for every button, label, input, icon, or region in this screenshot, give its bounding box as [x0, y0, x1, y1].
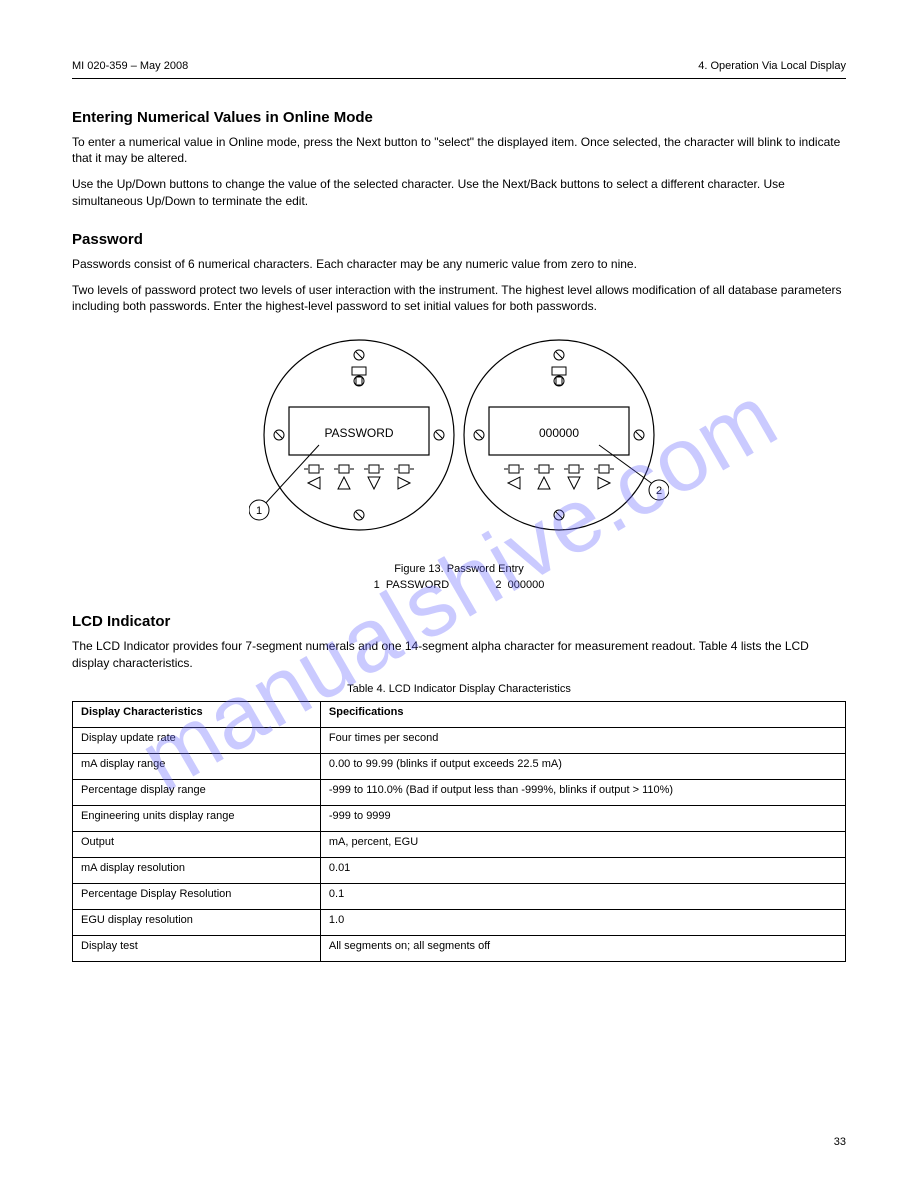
table-cell: mA display resolution [73, 857, 321, 883]
table-row: mA display range0.00 to 99.99 (blinks if… [73, 753, 846, 779]
table-cell: 0.00 to 99.99 (blinks if output exceeds … [320, 753, 845, 779]
table-cell: 1.0 [320, 909, 845, 935]
callout-1-num: 1 [374, 579, 380, 591]
footer-right: 33 [834, 1136, 846, 1148]
table-row: Display testAll segments on; all segment… [73, 935, 846, 961]
table-header-row: Display Characteristics Specifications [73, 701, 846, 727]
table-cell: 0.1 [320, 883, 845, 909]
figure-callouts: 1 PASSWORD 2 000000 [72, 579, 846, 591]
lcd-text-left: PASSWORD [324, 426, 393, 440]
table-row: EGU display resolution1.0 [73, 909, 846, 935]
table-row: Display update rateFour times per second [73, 727, 846, 753]
callout-2-text: 000000 [508, 579, 545, 591]
table-cell: Percentage display range [73, 779, 321, 805]
table-caption: Table 4. LCD Indicator Display Character… [72, 683, 846, 695]
callout-1-text: PASSWORD [386, 579, 449, 591]
lcd-spec-table: Display Characteristics Specifications D… [72, 701, 846, 962]
table-cell: Display test [73, 935, 321, 961]
table-cell: 0.01 [320, 857, 845, 883]
table-cell: -999 to 110.0% (Bad if output less than … [320, 779, 845, 805]
password-p2: Two levels of password protect two level… [72, 282, 846, 314]
table-cell: Output [73, 831, 321, 857]
callout-2-num: 2 [495, 579, 501, 591]
section-heading-password: Password [72, 231, 846, 248]
table-cell: -999 to 9999 [320, 805, 845, 831]
table-cell: Four times per second [320, 727, 845, 753]
table-cell: EGU display resolution [73, 909, 321, 935]
svg-text:2: 2 [656, 485, 662, 497]
table-header-1: Specifications [320, 701, 845, 727]
table-row: Percentage display range-999 to 110.0% (… [73, 779, 846, 805]
header-right: 4. Operation Via Local Display [698, 60, 846, 72]
header-left: MI 020-359 – May 2008 [72, 60, 188, 72]
table-cell: Display update rate [73, 727, 321, 753]
table-cell: mA display range [73, 753, 321, 779]
figure-password-entry: PASSWORD [72, 330, 846, 555]
table-row: Engineering units display range-999 to 9… [73, 805, 846, 831]
table-cell: Engineering units display range [73, 805, 321, 831]
data-entry-p1: To enter a numerical value in Online mod… [72, 134, 846, 166]
section-heading-lcd: LCD Indicator [72, 613, 846, 630]
table-row: mA display resolution0.01 [73, 857, 846, 883]
page-header: MI 020-359 – May 2008 4. Operation Via L… [72, 60, 846, 79]
password-diagram-svg: PASSWORD [249, 330, 669, 550]
table-cell: Percentage Display Resolution [73, 883, 321, 909]
lcd-p1: The LCD Indicator provides four 7-segmen… [72, 638, 846, 670]
section-heading-data-entry: Entering Numerical Values in Online Mode [72, 109, 846, 126]
table-row: Percentage Display Resolution0.1 [73, 883, 846, 909]
table-header-0: Display Characteristics [73, 701, 321, 727]
table-cell: All segments on; all segments off [320, 935, 845, 961]
page-footer: 33 [72, 1136, 846, 1148]
table-row: OutputmA, percent, EGU [73, 831, 846, 857]
svg-text:1: 1 [256, 505, 262, 517]
password-p1: Passwords consist of 6 numerical charact… [72, 256, 846, 272]
table-cell: mA, percent, EGU [320, 831, 845, 857]
figure-caption: Figure 13. Password Entry [72, 563, 846, 575]
data-entry-p2: Use the Up/Down buttons to change the va… [72, 176, 846, 208]
lcd-text-right: 000000 [539, 426, 579, 440]
